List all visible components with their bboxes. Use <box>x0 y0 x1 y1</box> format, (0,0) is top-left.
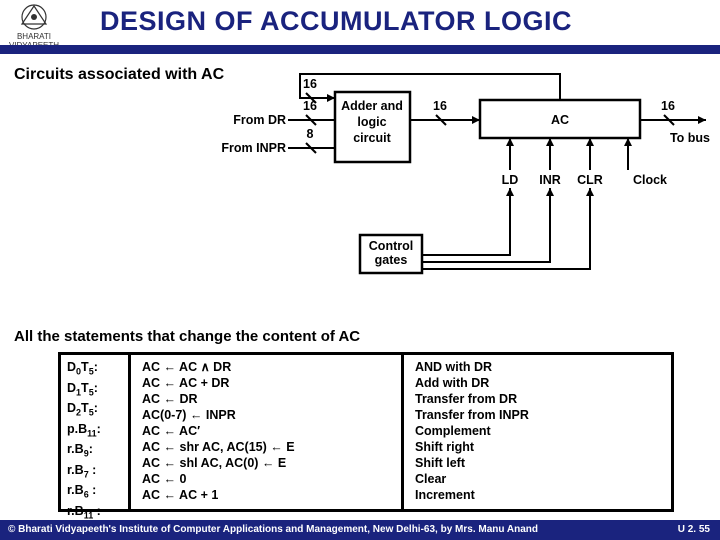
header-underline <box>0 45 720 54</box>
page-number: U 2. 55 <box>678 520 710 540</box>
page-title: DESIGN OF ACCUMULATOR LOGIC <box>100 6 572 37</box>
copyright: © Bharati Vidyapeeth's Institute of Comp… <box>8 520 538 540</box>
svg-text:Adder and: Adder and <box>341 99 403 113</box>
conditions-column: D0T5:D1T5:D2T5:p.B11:r.B9:r.B7 :r.B6 :r.… <box>61 355 131 509</box>
svg-text:From DR: From DR <box>233 113 286 127</box>
descriptions-column: AND with DRAdd with DRTransfer from DRTr… <box>407 355 665 509</box>
svg-text:AC: AC <box>551 113 569 127</box>
svg-text:INR: INR <box>539 173 561 187</box>
accumulator-diagram: Adder and logic circuit AC Control gates… <box>0 60 720 300</box>
svg-text:16: 16 <box>303 77 317 91</box>
svg-text:Clock: Clock <box>633 173 667 187</box>
svg-text:gates: gates <box>375 253 408 267</box>
svg-text:8: 8 <box>307 127 314 141</box>
svg-text:16: 16 <box>433 99 447 113</box>
svg-text:From INPR: From INPR <box>221 141 286 155</box>
svg-text:16: 16 <box>661 99 675 113</box>
logo-text-top: BHARATI <box>4 32 64 41</box>
svg-text:circuit: circuit <box>353 131 391 145</box>
footer-bar: © Bharati Vidyapeeth's Institute of Comp… <box>0 520 720 540</box>
svg-text:To bus: To bus <box>670 131 710 145</box>
svg-text:logic: logic <box>357 115 386 129</box>
statements-heading: All the statements that change the conte… <box>14 328 360 345</box>
statements-table: D0T5:D1T5:D2T5:p.B11:r.B9:r.B7 :r.B6 :r.… <box>58 352 674 512</box>
svg-text:CLR: CLR <box>577 173 603 187</box>
svg-text:LD: LD <box>502 173 519 187</box>
operations-column: AC ← AC ∧ DRAC ← AC + DRAC ← DRAC(0-7) ←… <box>134 355 404 509</box>
svg-text:Control: Control <box>369 239 413 253</box>
